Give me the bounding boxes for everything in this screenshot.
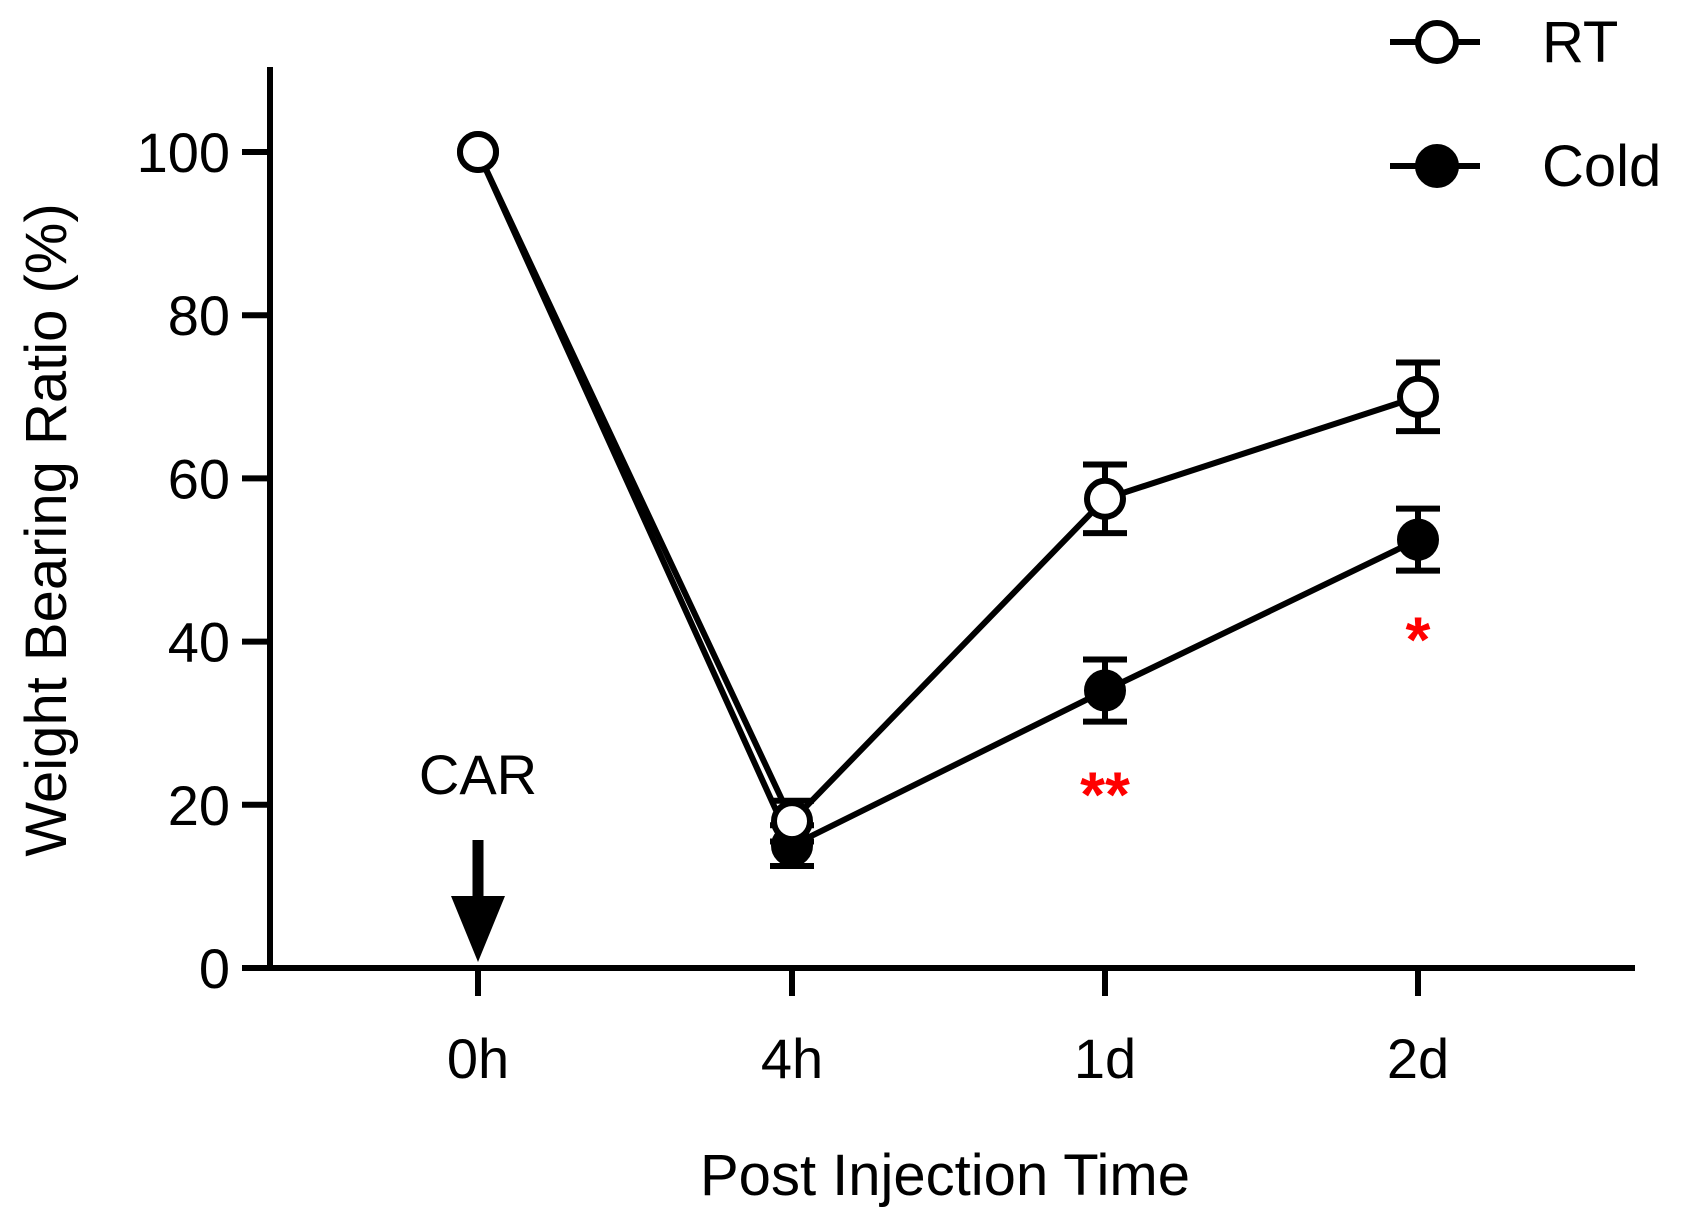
- legend-marker: [1415, 20, 1459, 64]
- data-point-cold: [1084, 669, 1126, 712]
- data-point-rt: [771, 800, 813, 843]
- x-tick-label: 1d: [1074, 1027, 1136, 1090]
- x-tick-label: 0h: [447, 1027, 509, 1090]
- series-layer: [457, 131, 1440, 869]
- data-point-rt: [1084, 477, 1126, 520]
- car-label: CAR: [419, 743, 537, 806]
- series-line-rt: [475, 150, 1419, 825]
- legend-marker: [1415, 144, 1459, 188]
- significance-marker: **: [1080, 758, 1130, 830]
- data-point-rt: [1397, 375, 1439, 418]
- series-rt: [457, 131, 1440, 845]
- car-arrow-head: [451, 896, 505, 962]
- series-line-cold: [475, 150, 1420, 849]
- significance-marker: *: [1406, 603, 1431, 675]
- legend-label: RT: [1542, 10, 1618, 75]
- y-tick-label: 80: [168, 284, 230, 347]
- y-tick-label: 40: [168, 611, 230, 674]
- y-tick-label: 20: [168, 774, 230, 837]
- series-cold: [457, 131, 1440, 869]
- x-tick-label: 4h: [761, 1027, 823, 1090]
- y-tick-label: 60: [168, 447, 230, 510]
- y-tick-label: 0: [199, 937, 230, 1000]
- legend-item-cold: Cold: [1390, 134, 1661, 199]
- annotation-layer: CAR ***: [419, 603, 1431, 962]
- y-axis-title: Weight Bearing Ratio (%): [14, 203, 79, 856]
- axes: 0 20 40 60 80 100 0h 4h 1d 2d: [137, 67, 1635, 1090]
- y-tick-label: 100: [137, 121, 230, 184]
- legend: RT Cold: [1390, 10, 1661, 199]
- data-point-rt: [457, 131, 499, 173]
- x-axis-title: Post Injection Time: [700, 1143, 1190, 1208]
- data-point-cold: [1397, 518, 1439, 561]
- legend-label: Cold: [1542, 134, 1661, 199]
- x-tick-label: 2d: [1387, 1027, 1449, 1090]
- legend-item-rt: RT: [1390, 10, 1618, 75]
